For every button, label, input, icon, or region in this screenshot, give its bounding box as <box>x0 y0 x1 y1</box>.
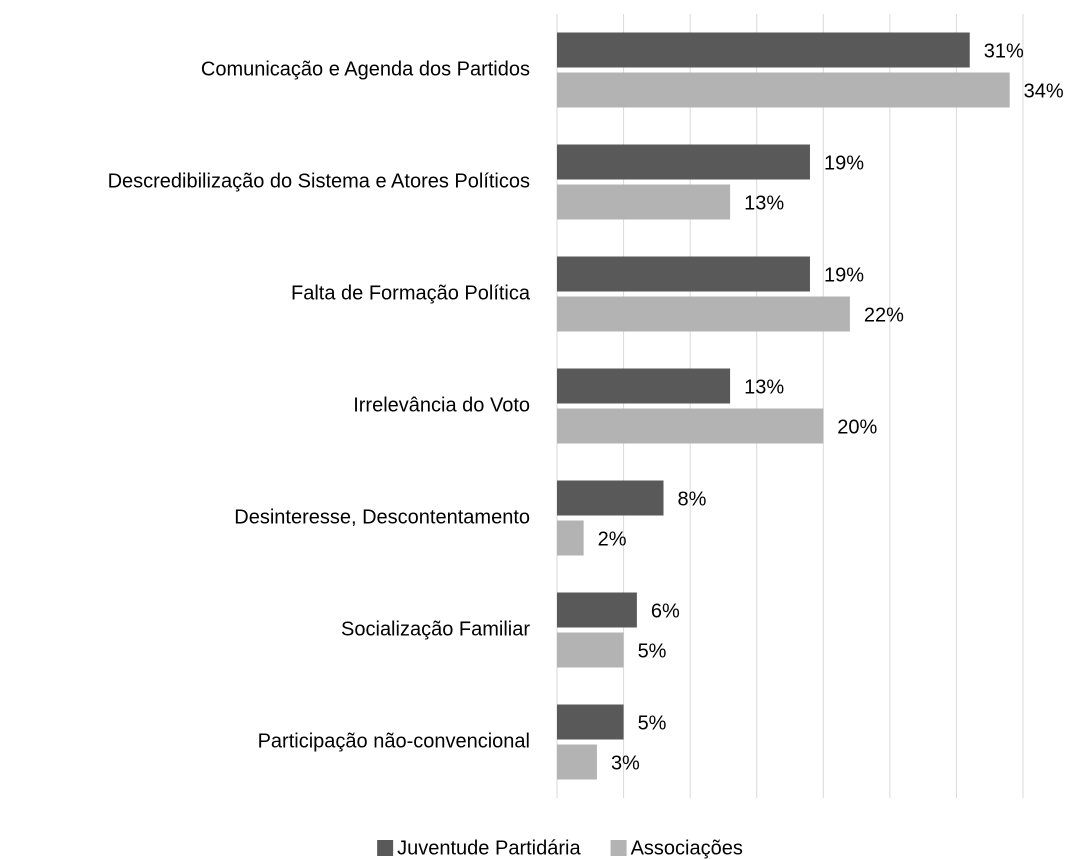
value-label: 13% <box>744 376 784 398</box>
bar <box>557 296 850 332</box>
bar <box>557 368 731 404</box>
value-label: 3% <box>611 752 640 774</box>
value-label: 5% <box>638 640 667 662</box>
bar <box>557 144 810 180</box>
bar <box>557 744 597 780</box>
bar <box>557 704 624 740</box>
value-label: 34% <box>1024 80 1064 102</box>
bar <box>557 72 1010 108</box>
value-label: 6% <box>651 600 680 622</box>
bar <box>557 520 584 556</box>
bar <box>557 184 731 220</box>
value-label: 13% <box>744 192 784 214</box>
bar <box>557 408 824 444</box>
value-label: 2% <box>598 528 627 550</box>
value-label: 5% <box>638 712 667 734</box>
bar <box>557 256 810 292</box>
y-tick-label: Participação não-convencional <box>258 730 530 752</box>
legend-label: Associações <box>631 837 743 859</box>
value-label: 8% <box>678 488 707 510</box>
value-label: 22% <box>864 304 904 326</box>
y-tick-label: Falta de Formação Política <box>291 282 531 304</box>
bar <box>557 632 624 668</box>
value-label: 20% <box>837 416 877 438</box>
legend-swatch <box>610 840 627 856</box>
y-tick-label: Desinteresse, Descontentamento <box>234 506 530 528</box>
y-tick-label: Socialização Familiar <box>341 618 530 640</box>
y-tick-label: Descredibilização do Sistema e Atores Po… <box>108 170 530 192</box>
value-label: 31% <box>984 40 1024 62</box>
bar <box>557 480 664 516</box>
bar <box>557 592 637 628</box>
bar <box>557 32 970 68</box>
value-label: 19% <box>824 264 864 286</box>
y-tick-label: Comunicação e Agenda dos Partidos <box>201 58 530 80</box>
legend-label: Juventude Partidária <box>397 837 581 859</box>
y-tick-label: Irrelevância do Voto <box>353 394 530 416</box>
value-label: 19% <box>824 152 864 174</box>
legend-swatch <box>377 840 394 856</box>
